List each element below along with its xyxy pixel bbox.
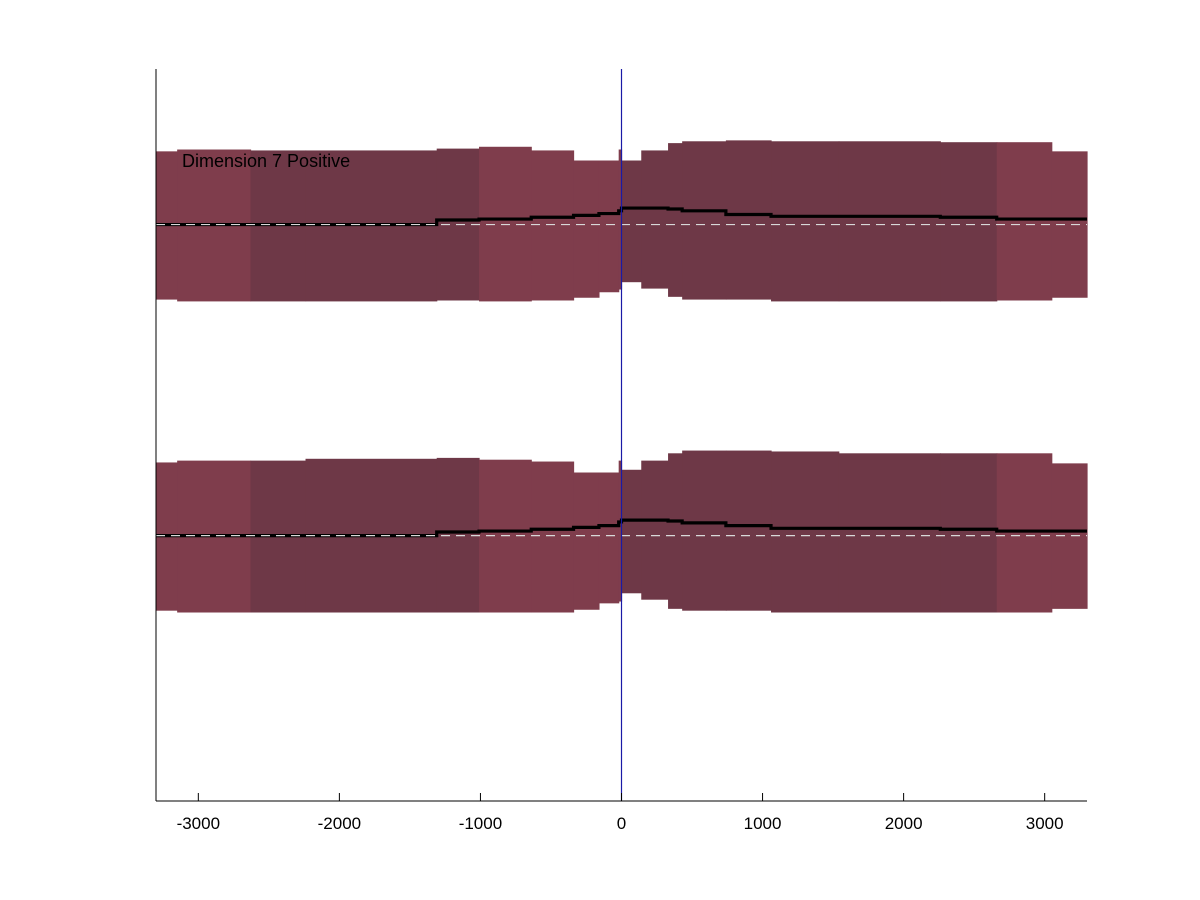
band-segment-series-2-bin-14 xyxy=(682,450,727,611)
band-segment-series-2-bin-13 xyxy=(668,453,683,609)
x-axis-ticks: -3000 -2000 -1000 0 1000 2000 3000 xyxy=(177,793,1064,833)
band-segment-series-1-bin-18 xyxy=(940,142,998,302)
x-tick-label-2: -2000 xyxy=(318,814,361,833)
dimension-annotation: Dimension 7 Positive xyxy=(182,151,350,171)
band-segment-series-1-bin-10 xyxy=(618,149,623,290)
band-segment-series-1-bin-13 xyxy=(668,143,683,297)
band-segment-series-2-bin-12 xyxy=(641,460,669,600)
band-segment-series-2-bin-8 xyxy=(573,472,600,610)
band-segment-series-1-bin-16 xyxy=(771,141,840,302)
band-segment-series-2-bin-19 xyxy=(996,453,1053,613)
x-tick-label-4: 0 xyxy=(617,814,626,833)
band-segment-series-2-bin-9 xyxy=(598,472,620,604)
band-segment-series-2-bin-7 xyxy=(531,461,575,613)
band-segment-series-2-bin-15 xyxy=(725,450,772,611)
band-segment-series-1-bin-11 xyxy=(621,160,642,283)
band-segment-series-2-bin-16 xyxy=(771,451,840,613)
x-tick-label-5: 1000 xyxy=(744,814,782,833)
band-segment-series-1-bin-7 xyxy=(531,150,575,301)
band-segment-series-1-bin-15 xyxy=(725,140,772,300)
x-tick-label-3: -1000 xyxy=(459,814,502,833)
band-segment-series-1-bin-9 xyxy=(598,160,620,293)
plot-area xyxy=(156,69,1088,801)
x-tick-label-6: 2000 xyxy=(885,814,923,833)
band-segment-series-2-bin-17 xyxy=(838,453,941,613)
band-segment-series-2-bin-18 xyxy=(940,453,998,613)
band-segment-series-1-bin-12 xyxy=(641,150,669,289)
band-segment-series-1-bin-8 xyxy=(573,160,600,298)
band-segment-series-1-bin-19 xyxy=(996,142,1053,301)
x-tick-label-7: 3000 xyxy=(1026,814,1064,833)
band-segment-series-2-bin-11 xyxy=(621,469,642,594)
x-tick-label-1: -3000 xyxy=(177,814,220,833)
band-segment-series-2-bin-10 xyxy=(618,460,623,602)
band-segment-series-1-bin-14 xyxy=(682,141,727,300)
band-segment-series-1-bin-17 xyxy=(838,141,941,302)
